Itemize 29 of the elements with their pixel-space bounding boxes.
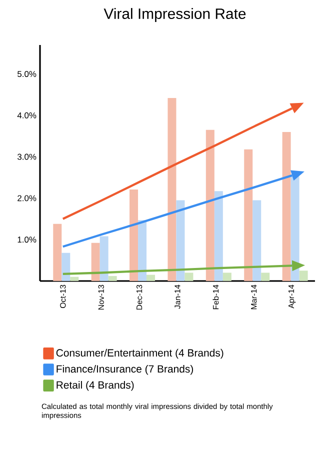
y-tick-label: 5.0% (18, 70, 36, 77)
legend-label: Consumer/Entertainment (4 Brands) (56, 348, 224, 359)
bar (244, 149, 253, 281)
bar (62, 252, 70, 281)
bar (168, 98, 176, 281)
bar (53, 224, 62, 281)
bar (252, 200, 262, 281)
bar (138, 220, 147, 281)
bar (184, 272, 194, 281)
y-tick-label: 4.0% (17, 112, 36, 118)
bar (70, 276, 79, 281)
bar (206, 130, 214, 281)
bar (222, 272, 232, 281)
y-tick-label: 3.0% (18, 154, 36, 160)
y-tick-label: 1.0% (18, 236, 36, 243)
chart-title: Viral Impression Rate (104, 8, 246, 22)
legend-label: Retail (4 Brands) (56, 381, 134, 391)
legend-label: Finance/Insurance (7 Brands) (56, 364, 193, 375)
y-tick-label: 2.0% (18, 195, 36, 202)
bar (282, 132, 291, 281)
bar (100, 236, 108, 281)
bar (146, 274, 156, 281)
bar (91, 242, 100, 281)
bar (108, 276, 117, 281)
bar (176, 200, 185, 281)
bar (299, 270, 308, 281)
bar (214, 191, 223, 281)
bar (130, 190, 138, 281)
bar (261, 272, 270, 281)
